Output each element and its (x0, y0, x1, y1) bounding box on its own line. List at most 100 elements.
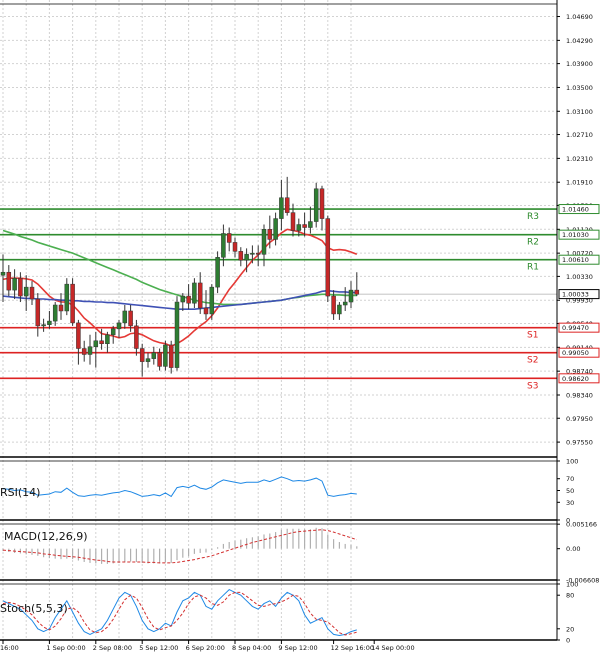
rsi-title: RSI(14) (0, 486, 40, 499)
candle-body (186, 295, 191, 304)
candle-body (145, 358, 151, 362)
candle-body (313, 188, 319, 222)
level-name-r1: R1 (527, 263, 539, 273)
level-price-box (558, 347, 600, 358)
rsi-tick-label: 70 (566, 475, 574, 483)
rsi-line (2, 476, 357, 498)
candle-body (319, 188, 325, 219)
time-tick-label: 8 Sep 04:00 (232, 644, 271, 652)
current-price-box (558, 289, 600, 300)
candle-body (209, 286, 215, 315)
level-price-box (558, 204, 600, 215)
rsi-tick-label: 30 (566, 499, 574, 507)
candle-body (296, 224, 302, 231)
candle-body (215, 257, 220, 288)
candle-body (255, 252, 261, 255)
candle-body (331, 295, 336, 315)
time-tick-label: 5 Sep 12:00 (139, 644, 178, 652)
candle-body (105, 334, 110, 344)
current-price-label: 1.00033 (562, 291, 589, 299)
ma-line-blue (2, 289, 357, 311)
candle-body (93, 340, 99, 347)
candle-body (337, 304, 342, 315)
price-tick-label: 0.99930 (566, 297, 593, 305)
level-price-label: 1.00610 (562, 256, 589, 264)
ma-line-red (2, 228, 358, 347)
candle-body (325, 218, 331, 297)
candle-body (348, 289, 354, 303)
time-tick-label: 1 Sep 00:00 (46, 644, 85, 652)
candle-body (23, 286, 29, 297)
level-name-r2: R2 (527, 238, 539, 248)
price-tick-label: 1.03900 (566, 60, 593, 68)
candle-body (244, 254, 249, 261)
candle-body (342, 301, 348, 306)
time-tick-label: 16:00 (0, 644, 19, 652)
level-name-s1: S1 (527, 331, 538, 341)
price-tick-label: 0.98740 (566, 368, 593, 376)
stoch-k-line (2, 588, 357, 637)
level-price-box (558, 229, 600, 240)
candle-body (267, 229, 273, 240)
price-tick-label: 1.00720 (566, 250, 593, 258)
level-price-box (558, 254, 600, 265)
candle-body (18, 277, 23, 297)
stoch-d-line (2, 591, 357, 636)
level-price-label: 1.01030 (562, 231, 589, 239)
stoch-title: Stoch(5,5,3) (0, 602, 68, 615)
candle-body (197, 282, 203, 309)
candle-body (354, 289, 360, 295)
candle-body (6, 271, 12, 291)
price-tick-label: 0.98340 (566, 392, 593, 400)
macd-signal-line (2, 529, 357, 564)
candle-body (64, 283, 70, 312)
rsi-tick-label: 100 (566, 458, 578, 466)
candle-body (226, 233, 232, 243)
candles (0, 176, 360, 377)
level-price-label: 0.99470 (562, 324, 589, 332)
candle-body (58, 304, 64, 312)
time-tick-label: 6 Sep 20:00 (186, 644, 225, 652)
candle-body (180, 295, 186, 303)
candle-body (70, 283, 75, 324)
candle-body (116, 322, 122, 330)
price-tick-label: 0.97550 (566, 439, 593, 447)
level-price-label: 1.01460 (562, 206, 589, 214)
candle-body (157, 352, 162, 367)
candle-body (99, 340, 104, 345)
stoch-tick-label: 0 (566, 637, 570, 645)
price-tick-label: 1.02710 (566, 131, 593, 139)
stoch-tick-label: 20 (566, 625, 574, 633)
macd-tick-label: 0.00 (566, 545, 580, 553)
price-tick-label: 1.04690 (566, 13, 593, 21)
candle-body (273, 218, 278, 240)
level-name-s2: S2 (527, 356, 538, 366)
indicator-panels (2, 476, 358, 637)
candle-body (174, 301, 180, 368)
rsi-tick-label: 50 (566, 487, 574, 495)
time-tick-label: 2 Sep 08:00 (93, 644, 132, 652)
candle-body (151, 352, 157, 359)
candle-body (29, 286, 35, 300)
price-tick-label: 1.03100 (566, 108, 593, 116)
level-name-s3: S3 (527, 381, 538, 391)
candle-body (302, 224, 307, 228)
stoch-tick-label: 80 (566, 592, 574, 600)
candle-body (284, 197, 290, 213)
candle-body (0, 271, 6, 276)
time-tick-label: 12 Sep 16:00 (331, 644, 374, 652)
candle-body (35, 298, 41, 327)
candle-body (221, 233, 226, 258)
price-tick-label: 0.97950 (566, 415, 593, 423)
candle-body (76, 322, 81, 349)
candle-body (52, 304, 58, 322)
candle-body (192, 282, 197, 304)
macd-tick-label: 0.005166 (566, 521, 597, 529)
candle-body (110, 328, 116, 336)
time-tick-label: 14 Sep 00:00 (371, 644, 414, 652)
time-tick-label: 9 Sep 12:00 (278, 644, 317, 652)
ma-line-green (2, 229, 357, 306)
level-price-label: 0.99050 (562, 349, 589, 357)
candle-body (134, 325, 139, 349)
